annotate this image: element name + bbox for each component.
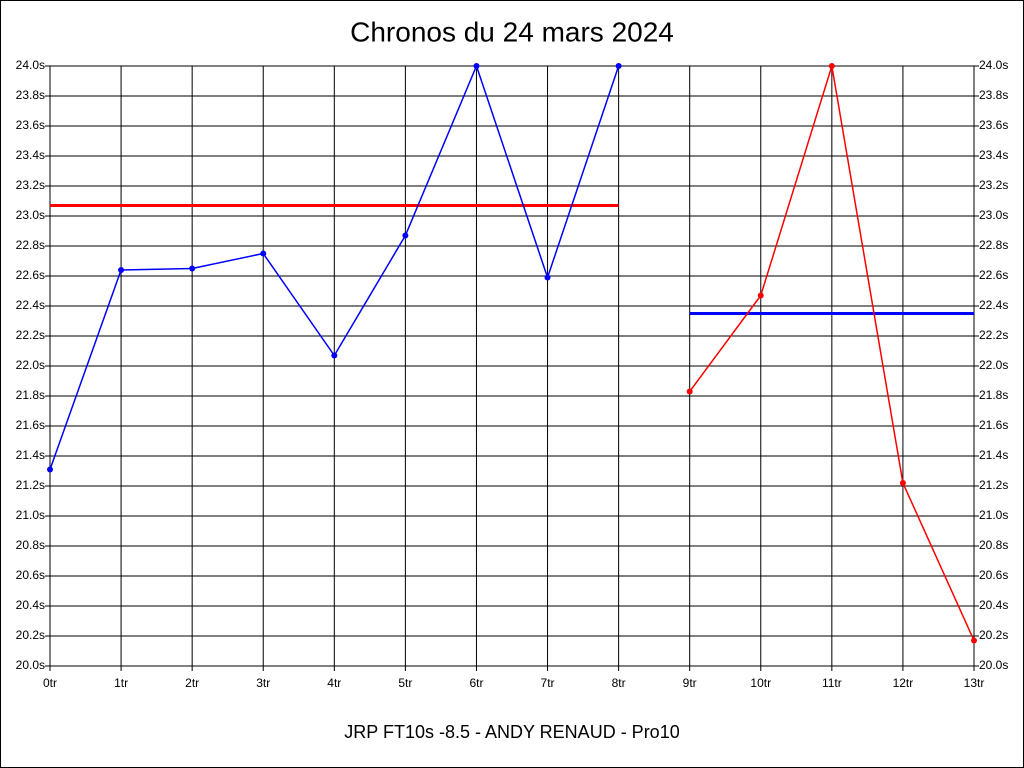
x-axis-label: JRP FT10s -8.5 - ANDY RENAUD - Pro10 xyxy=(344,722,679,742)
data-point xyxy=(899,480,906,486)
y-tick-label: 23.8s xyxy=(16,88,45,102)
x-tick-label: 9tr xyxy=(683,676,697,690)
x-tick-label: 11tr xyxy=(822,676,842,690)
y2-tick-label: 23.8s xyxy=(979,88,1008,102)
data-point xyxy=(260,250,267,257)
x-tick-label: 8tr xyxy=(612,676,626,690)
y2-tick-label: 20.0s xyxy=(979,658,1008,672)
y2-tick-label: 20.8s xyxy=(979,538,1008,552)
x-tick-label: 2tr xyxy=(185,676,199,690)
y2-tick-label: 24.0s xyxy=(979,58,1008,72)
x-tick-label: 0tr xyxy=(43,676,57,690)
data-point xyxy=(331,352,338,359)
x-tick-label: 5tr xyxy=(398,676,412,690)
y2-tick-label: 22.0s xyxy=(979,358,1008,372)
x-tick-label: 7tr xyxy=(541,676,555,690)
x-tick-label: 3tr xyxy=(256,676,270,690)
y-tick-label: 23.2s xyxy=(16,178,45,192)
y2-tick-label: 20.6s xyxy=(979,568,1008,582)
y2-tick-label: 22.2s xyxy=(979,328,1008,342)
y-tick-label: 24.0s xyxy=(16,58,45,72)
y-tick-label: 21.4s xyxy=(16,448,45,462)
data-point xyxy=(118,267,125,273)
data-point xyxy=(686,388,693,395)
y-tick-label: 20.8s xyxy=(16,538,45,552)
x-tick-label: 1tr xyxy=(114,676,128,690)
y-tick-label: 22.8s xyxy=(16,238,45,252)
y-tick-label: 23.4s xyxy=(16,148,45,162)
y2-tick-label: 23.4s xyxy=(979,148,1008,162)
x-tick-label: 13tr xyxy=(964,676,985,690)
data-point xyxy=(828,63,835,69)
y2-tick-label: 22.8s xyxy=(979,238,1008,252)
y2-tick-label: 23.6s xyxy=(979,118,1008,132)
x-tick-label: 4tr xyxy=(327,676,341,690)
data-point xyxy=(189,265,196,272)
data-point xyxy=(615,63,622,69)
y-tick-label: 22.0s xyxy=(16,358,45,372)
y2-tick-label: 21.0s xyxy=(979,508,1008,522)
y-tick-label: 22.4s xyxy=(16,298,45,312)
y-tick-label: 21.6s xyxy=(16,418,45,432)
x-tick-label: 10tr xyxy=(750,676,771,690)
y-tick-label: 23.0s xyxy=(16,208,45,222)
y2-tick-label: 22.6s xyxy=(979,268,1008,282)
data-point xyxy=(473,63,480,69)
y-tick-label: 22.6s xyxy=(16,268,45,282)
y2-tick-label: 21.6s xyxy=(979,418,1008,432)
y-tick-label: 20.2s xyxy=(16,628,45,642)
y-tick-label: 20.4s xyxy=(16,598,45,612)
y2-tick-label: 20.4s xyxy=(979,598,1008,612)
y2-tick-label: 23.0s xyxy=(979,208,1008,222)
chart-title: Chronos du 24 mars 2024 xyxy=(350,16,674,47)
y-tick-label: 20.6s xyxy=(16,568,45,582)
y2-tick-label: 21.2s xyxy=(979,478,1008,492)
y-tick-label: 23.6s xyxy=(16,118,45,132)
x-tick-label: 12tr xyxy=(893,676,914,690)
y2-tick-label: 21.8s xyxy=(979,388,1008,402)
y2-tick-label: 22.4s xyxy=(979,298,1008,312)
data-point xyxy=(402,232,409,239)
x-tick-label: 6tr xyxy=(469,676,483,690)
data-point xyxy=(47,466,53,473)
y2-tick-label: 23.2s xyxy=(979,178,1008,192)
y2-tick-label: 20.2s xyxy=(979,628,1008,642)
data-point xyxy=(757,292,764,299)
data-point xyxy=(544,274,551,281)
data-point xyxy=(971,637,977,644)
y-tick-label: 21.2s xyxy=(16,478,45,492)
y-tick-label: 20.0s xyxy=(16,658,45,672)
y2-tick-label: 21.4s xyxy=(979,448,1008,462)
y-tick-label: 21.8s xyxy=(16,388,45,402)
y-tick-label: 22.2s xyxy=(16,328,45,342)
y-tick-label: 21.0s xyxy=(16,508,45,522)
